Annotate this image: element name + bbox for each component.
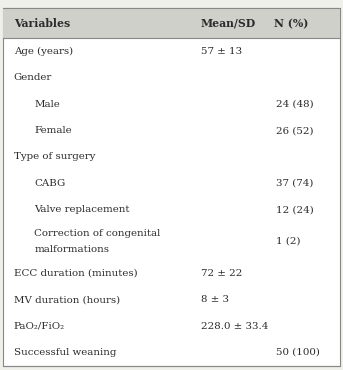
Text: 24 (48): 24 (48) (276, 100, 314, 109)
Text: Type of surgery: Type of surgery (14, 152, 95, 161)
Text: PaO₂/FiO₂: PaO₂/FiO₂ (14, 322, 65, 330)
Text: Variables: Variables (14, 18, 70, 29)
Text: Successful weaning: Successful weaning (14, 348, 116, 357)
Text: ECC duration (minutes): ECC duration (minutes) (14, 269, 137, 278)
Text: malformations: malformations (34, 245, 109, 254)
Text: 12 (24): 12 (24) (276, 205, 314, 214)
Text: 57 ± 13: 57 ± 13 (201, 47, 242, 56)
Text: MV duration (hours): MV duration (hours) (14, 295, 120, 304)
Text: 37 (74): 37 (74) (276, 179, 314, 188)
Text: 8 ± 3: 8 ± 3 (201, 295, 229, 304)
Text: N (%): N (%) (274, 18, 309, 29)
Text: CABG: CABG (34, 179, 66, 188)
Bar (3, 8, 340, 38)
Text: Mean/SD: Mean/SD (201, 18, 256, 29)
Text: 1 (2): 1 (2) (276, 237, 300, 246)
Text: Gender: Gender (14, 74, 52, 83)
Text: Correction of congenital: Correction of congenital (34, 229, 161, 238)
Text: 228.0 ± 33.4: 228.0 ± 33.4 (201, 322, 268, 330)
Text: 50 (100): 50 (100) (276, 348, 320, 357)
Text: Male: Male (34, 100, 60, 109)
Text: 26 (52): 26 (52) (276, 126, 314, 135)
Text: 72 ± 22: 72 ± 22 (201, 269, 242, 278)
Text: Age (years): Age (years) (14, 47, 73, 56)
Text: Female: Female (34, 126, 72, 135)
Text: Valve replacement: Valve replacement (34, 205, 130, 214)
